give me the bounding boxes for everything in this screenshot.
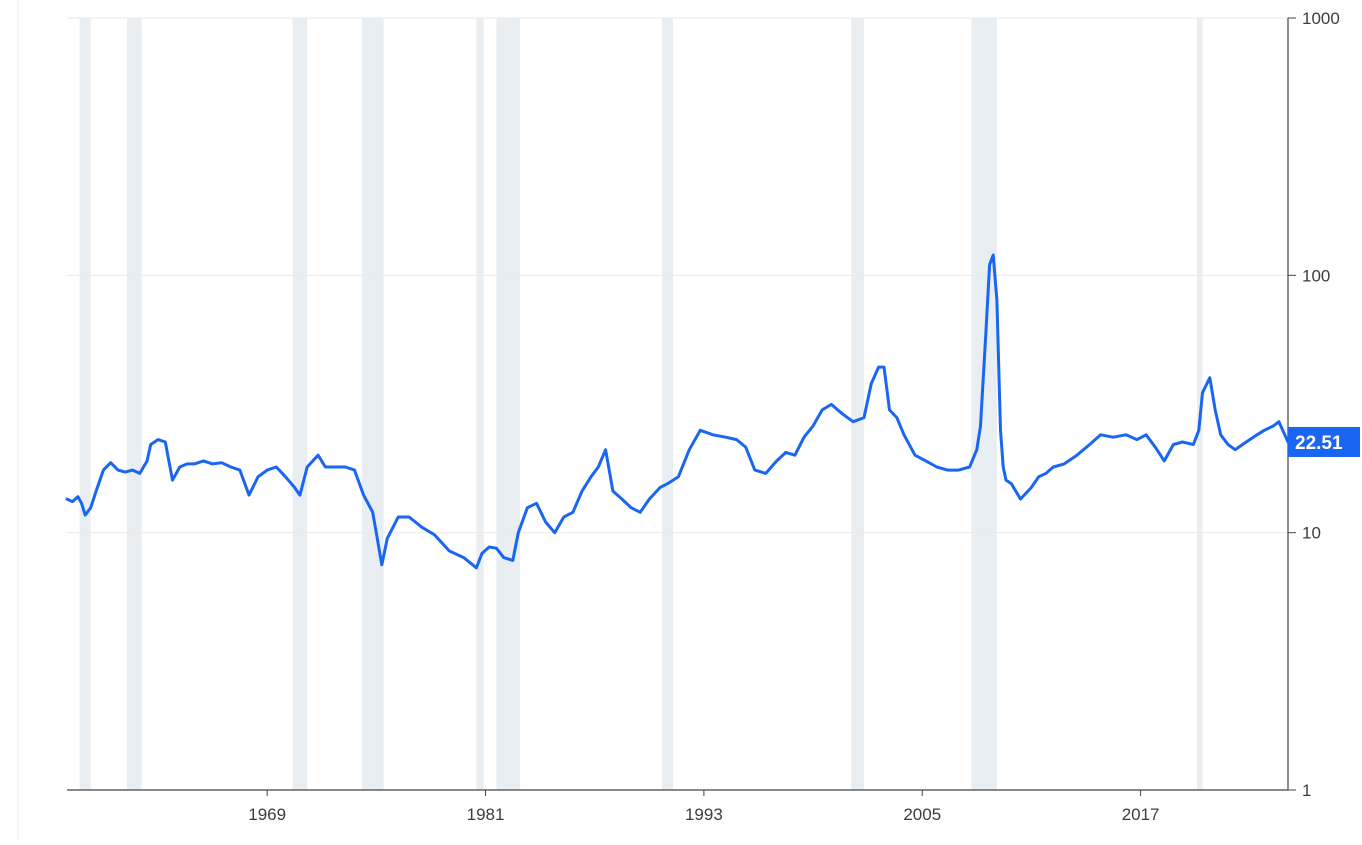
y-tick-label-1000: 1000 [1302,9,1340,28]
x-tick-label-2017: 2017 [1122,805,1160,824]
series-line-0 [65,253,1290,570]
series-layer [65,253,1290,570]
grid-lines [67,17,1296,791]
recession-band-6 [662,18,673,790]
recession-band-0 [79,18,91,790]
latest-value-text: 22.51 [1295,433,1343,454]
recession-band-4 [476,18,484,790]
recession-band-8 [971,18,997,790]
recession-band-9 [1197,18,1203,790]
x-tick-label-2005: 2005 [903,805,941,824]
recession-band-2 [292,18,308,790]
recession-band-1 [127,18,142,790]
latest-value-badge: 22.51 [1288,426,1360,457]
y-tick-label-10: 10 [1302,524,1321,543]
x-tick-label-1969: 1969 [248,805,286,824]
recession-band-7 [851,18,865,790]
y-tick-label-100: 100 [1302,266,1330,285]
axes [17,0,1289,840]
x-tick-label-1981: 1981 [467,805,505,824]
tick-labels: 1000 100 10 1 1969 1981 1993 2005 2017 [248,9,1340,824]
x-tick-label-1993: 1993 [685,805,723,824]
recession-band-5 [496,18,521,790]
recession-band-3 [361,18,384,790]
latest-value-badge-box [1288,426,1360,457]
recession-bands [79,18,1203,790]
y-tick-label-1: 1 [1302,781,1311,800]
